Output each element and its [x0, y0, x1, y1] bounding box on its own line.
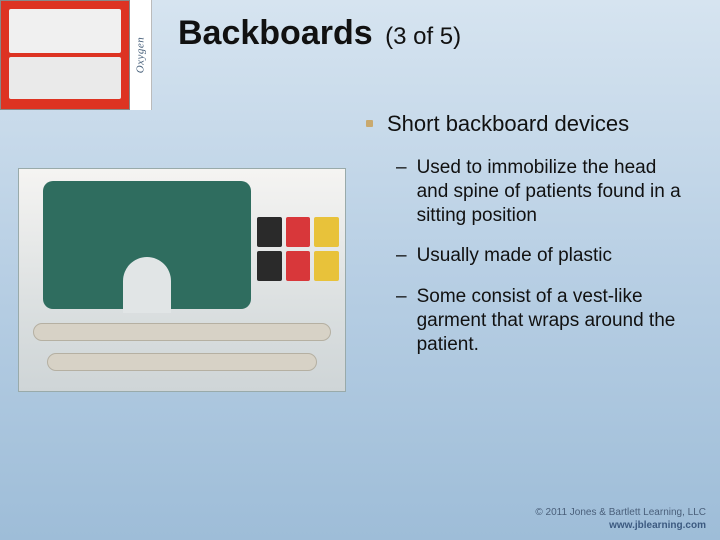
bullet-text: Used to immobilize the head and spine of… — [417, 156, 690, 229]
clip — [314, 251, 339, 281]
bullet-dash-icon: – — [396, 245, 407, 267]
corner-kit-photo — [0, 0, 130, 110]
bullet-level1: Short backboard devices — [360, 110, 690, 138]
bullet-level2: – Some consist of a vest-like garment th… — [360, 285, 690, 358]
clip — [257, 251, 282, 281]
oxygen-tab-label: Oxygen — [135, 37, 147, 74]
device-head-cutout — [123, 257, 171, 313]
kit-compartment-bottom — [9, 57, 121, 99]
bullet-dot-icon — [366, 120, 373, 127]
bullet-level2: – Usually made of plastic — [360, 244, 690, 268]
content-bullets: Short backboard devices – Used to immobi… — [360, 110, 690, 374]
clip — [257, 217, 282, 247]
patient-strap — [47, 353, 317, 371]
oxygen-side-tab: Oxygen — [130, 0, 152, 110]
title-page-indicator: (3 of 5) — [385, 23, 461, 50]
bullet-text: Short backboard devices — [387, 110, 629, 138]
title-main: Backboards — [178, 14, 373, 52]
bullet-level2: – Used to immobilize the head and spine … — [360, 156, 690, 229]
footer-copyright: © 2011 Jones & Bartlett Learning, LLC — [535, 506, 706, 519]
strap-clips-group — [257, 217, 339, 281]
clip — [286, 251, 311, 281]
bullet-dash-icon: – — [396, 286, 407, 308]
short-backboard-device — [43, 181, 251, 309]
bullet-text: Usually made of plastic — [417, 244, 612, 268]
patient-strap — [33, 323, 331, 341]
backboard-device-photo — [18, 168, 346, 392]
slide-footer: © 2011 Jones & Bartlett Learning, LLC ww… — [535, 506, 706, 532]
bullet-text: Some consist of a vest-like garment that… — [417, 285, 690, 358]
bullet-dash-icon: – — [396, 157, 407, 179]
kit-compartment-top — [9, 9, 121, 53]
clip — [314, 217, 339, 247]
clip — [286, 217, 311, 247]
slide: Oxygen Backboards (3 of 5) Short backboa… — [0, 0, 720, 540]
footer-url: www.jblearning.com — [535, 519, 706, 532]
slide-title: Backboards (3 of 5) — [178, 14, 678, 53]
